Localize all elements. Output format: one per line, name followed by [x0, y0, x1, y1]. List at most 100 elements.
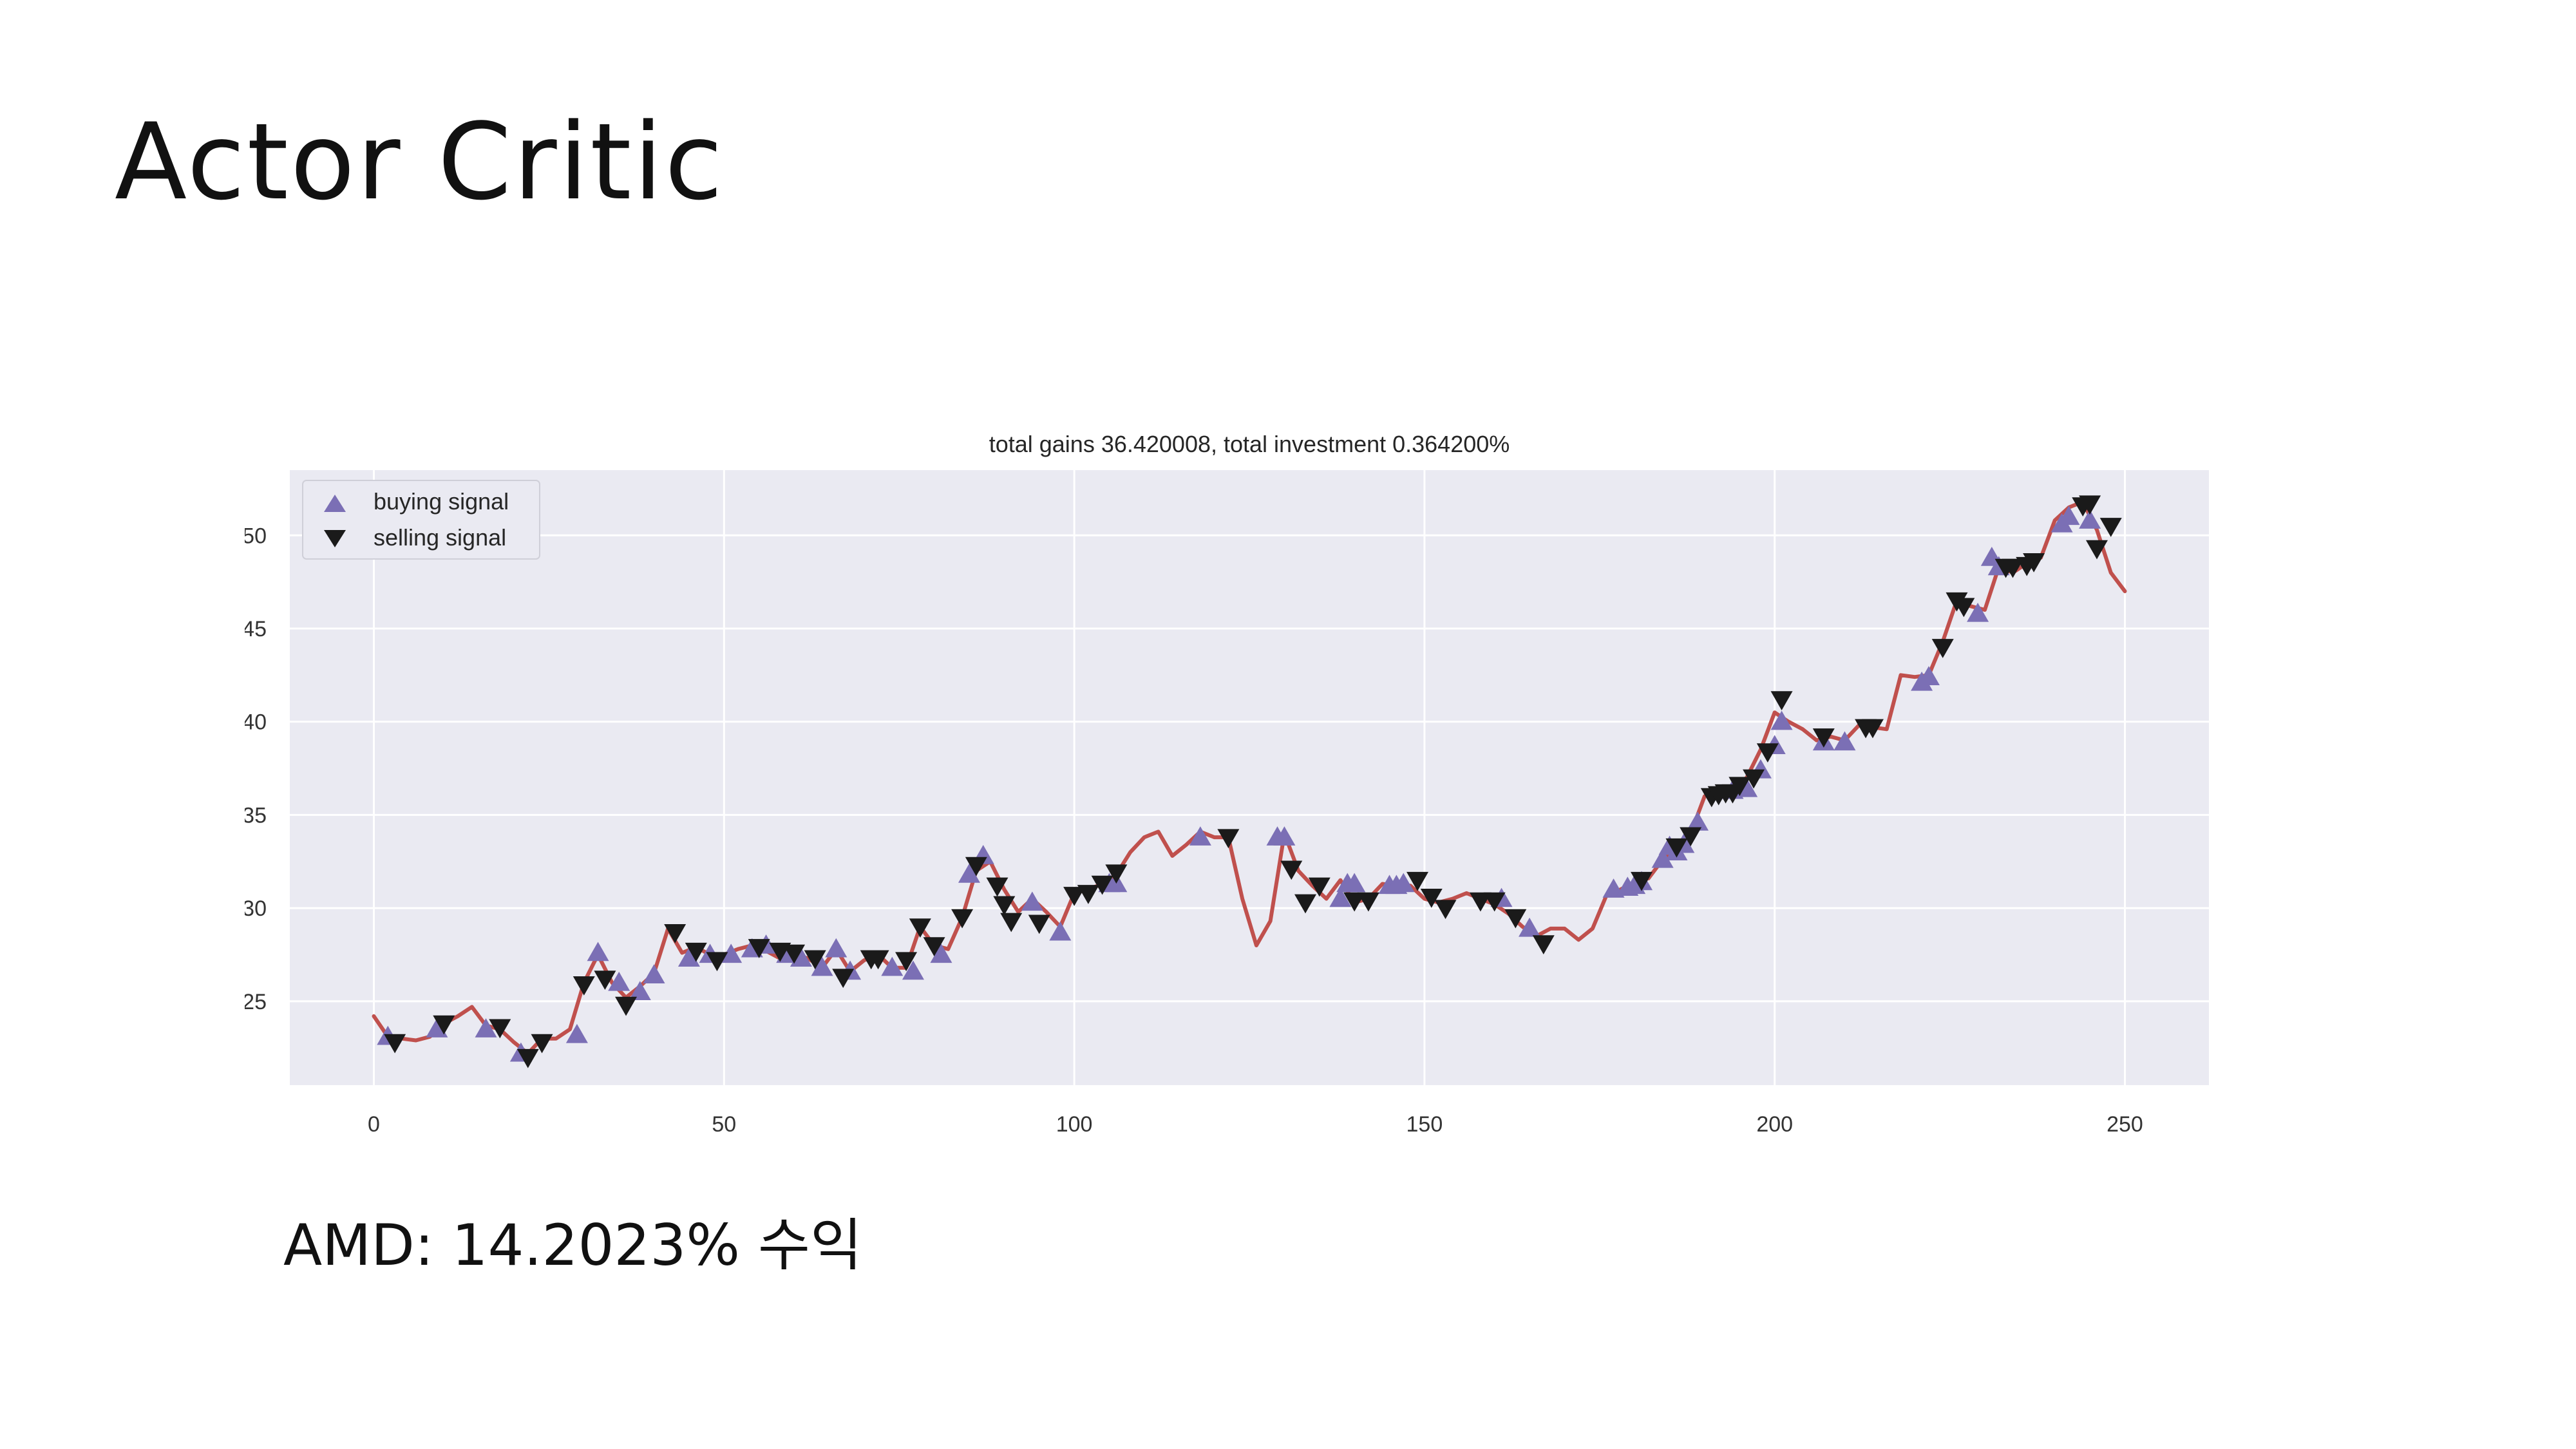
sell-signal-marker [909, 918, 931, 938]
buy-signal-marker [629, 981, 651, 1001]
buy-signal-marker [811, 956, 833, 976]
sell-signal-marker [993, 896, 1016, 916]
sell-signal-marker [1000, 913, 1023, 933]
price-line-layer [372, 500, 2127, 1056]
sell-signal-marker [986, 877, 1009, 897]
buy-signal-marker [426, 1018, 448, 1037]
sell-signal-marker [832, 969, 855, 989]
sell-signal-marker [1665, 838, 1688, 858]
legend-buy-label: buying signal [374, 488, 509, 515]
sell-signal-marker [1308, 877, 1331, 897]
buy-signal-marker [565, 1023, 588, 1043]
y-tick-label: 45 [245, 617, 267, 641]
sell-signal-marker [2002, 558, 2024, 578]
sell-signal-marker [1217, 829, 1240, 849]
chart-svg: total gains 36.420008, total investment … [245, 431, 2209, 1137]
sell-signal-marker [1953, 598, 1975, 618]
sell-signal-marker [1861, 719, 1884, 739]
sell-signal-marker [965, 857, 987, 876]
tick-label-layer: 0 50 100 150 200 250 25 30 35 40 45 50 [245, 524, 2143, 1137]
y-tick-label: 35 [245, 803, 267, 828]
sell-signal-marker [1105, 864, 1128, 884]
y-tick-label: 50 [245, 524, 267, 548]
buy-signal-marker [1049, 921, 1072, 941]
sell-signal-marker [1434, 900, 1457, 920]
legend: buying signal selling signal [302, 480, 540, 560]
buy-signal-marker [1770, 710, 1793, 730]
sell-signal-marker [433, 1015, 455, 1035]
x-tick-label: 100 [1056, 1112, 1093, 1137]
y-tick-label: 40 [245, 710, 267, 735]
sell-signal-marker [1680, 827, 1702, 847]
sell-signal-marker [489, 1019, 511, 1039]
sell-signal-marker [1504, 909, 1527, 929]
sell-signal-marker [1743, 769, 1765, 789]
legend-box [302, 480, 540, 560]
sell-signal-marker [2023, 553, 2045, 573]
sell-signal-marker [685, 942, 707, 962]
chart-title: total gains 36.420008, total investment … [989, 431, 1510, 457]
sell-signal-marker [1294, 894, 1317, 914]
sell-signal-marker [1420, 888, 1443, 908]
sell-signal-marker [615, 996, 638, 1016]
y-tick-label: 30 [245, 896, 267, 921]
x-tick-label: 250 [2107, 1112, 2143, 1137]
sell-signal-marker [783, 944, 806, 964]
sell-signal-marker [1406, 871, 1429, 891]
plot-area [290, 470, 2209, 1085]
slide-title: Actor Critic [115, 100, 725, 223]
sell-signal-marker [1063, 887, 1086, 906]
sell-signal-marker [1756, 743, 1779, 762]
legend-buy-marker [324, 495, 346, 512]
buy-signal-marker [790, 947, 812, 967]
buy-signal-marker [958, 863, 980, 883]
sell-signal-marker [573, 976, 595, 996]
sell-signal-marker [1728, 777, 1751, 797]
sell-signal-marker [804, 950, 826, 970]
buy-signal-marker [2058, 506, 2080, 526]
slide-caption: AMD: 14.2023% 수익 [283, 1212, 862, 1278]
sell-signal-marker [2085, 540, 2108, 560]
buy-signal-marker [1189, 826, 1211, 846]
sell-signal-marker [1770, 691, 1793, 710]
buy-signal-marker [1651, 848, 1674, 868]
signal-marker-layer [377, 495, 2122, 1068]
y-tick-label: 25 [245, 990, 267, 1014]
sell-signal-marker [1280, 860, 1303, 880]
buy-signal-marker [1967, 602, 1989, 622]
x-tick-label: 0 [368, 1112, 380, 1137]
buy-signal-marker [1329, 887, 1352, 907]
legend-sell-marker [324, 530, 346, 547]
sell-signal-marker [384, 1034, 406, 1054]
x-tick-label: 200 [1756, 1112, 1793, 1137]
sell-signal-marker [2079, 495, 2101, 515]
sell-signal-marker [951, 909, 974, 929]
sell-signal-marker [895, 952, 918, 972]
sell-signal-marker [1357, 892, 1379, 912]
buy-signal-marker [1273, 826, 1296, 846]
buy-signal-marker [677, 947, 700, 967]
sell-signal-marker [706, 952, 728, 972]
buy-signal-marker [1833, 731, 1856, 751]
buy-signal-marker [587, 942, 609, 961]
sell-signal-marker [531, 1034, 553, 1054]
sell-signal-marker [2099, 518, 2122, 537]
buy-signal-marker [720, 943, 743, 963]
sell-signal-marker [1532, 935, 1555, 955]
x-tick-label: 50 [712, 1112, 736, 1137]
buy-signal-marker [643, 964, 665, 984]
sell-signal-marker [1631, 871, 1653, 891]
sell-signal-marker [1077, 885, 1099, 904]
sell-signal-marker [867, 950, 889, 970]
buy-signal-marker [825, 938, 848, 958]
sell-signal-marker [748, 939, 770, 958]
sell-signal-marker [516, 1048, 539, 1068]
sell-signal-marker [1483, 892, 1506, 912]
buy-signal-marker [1519, 917, 1541, 937]
buy-signal-marker [930, 943, 952, 963]
x-tick-label: 150 [1406, 1112, 1443, 1137]
buy-signal-marker [1343, 873, 1366, 893]
buy-signal-marker [881, 956, 904, 976]
legend-sell-label: selling signal [374, 524, 506, 551]
buy-signal-marker [902, 960, 924, 980]
